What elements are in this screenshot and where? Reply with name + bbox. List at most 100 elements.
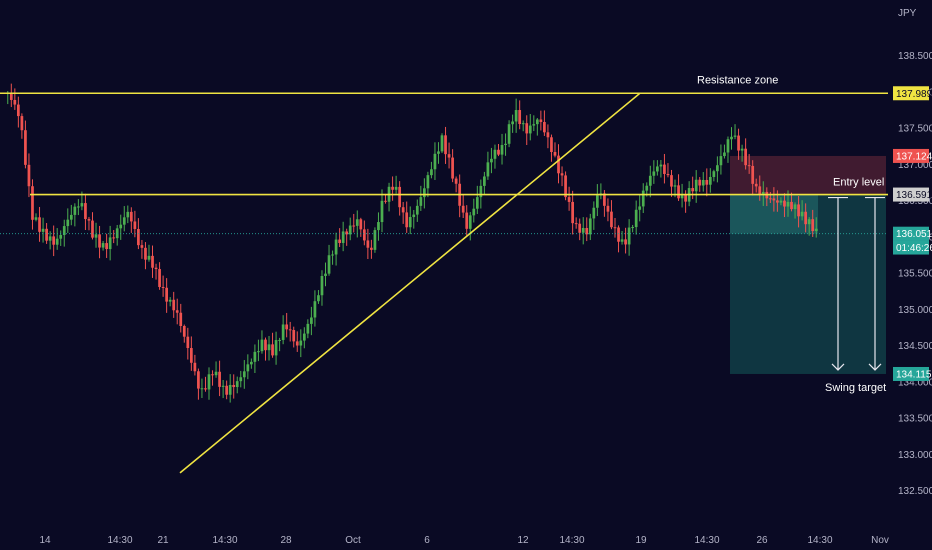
candle: [34, 213, 38, 222]
price-tag-label: 136.591: [896, 190, 932, 201]
candle: [486, 151, 490, 180]
price-tag: 136.051: [893, 226, 932, 241]
candle: [24, 120, 27, 169]
candle: [179, 303, 183, 333]
candle: [659, 160, 663, 178]
candle: [168, 297, 172, 307]
price-tick-label: 137.500: [898, 124, 932, 135]
candle: [754, 178, 758, 193]
candle: [373, 227, 377, 253]
candle: [341, 221, 345, 252]
candle: [737, 128, 740, 160]
swing-target-label: Swing target: [825, 382, 886, 394]
price-tick-label: 135.000: [898, 305, 932, 316]
time-tick-label: 26: [756, 535, 768, 546]
candle: [59, 230, 63, 246]
candle: [221, 380, 225, 399]
candle: [595, 184, 599, 217]
candle: [708, 168, 712, 193]
candle: [55, 228, 59, 250]
candle: [69, 204, 73, 226]
candle: [313, 290, 317, 327]
price-tick-label: 133.000: [898, 450, 932, 461]
target-arrow: [828, 196, 848, 371]
candle: [550, 134, 553, 162]
candle: [514, 98, 518, 133]
candle: [331, 250, 334, 265]
candle: [581, 217, 585, 245]
time-tick-label: 14:30: [559, 535, 584, 546]
symbol-currency-label: JPY: [898, 8, 917, 19]
candle: [627, 219, 631, 256]
candle: [257, 339, 260, 362]
candle: [730, 127, 733, 150]
candle: [631, 224, 635, 233]
candle: [518, 100, 522, 130]
candle: [302, 327, 306, 349]
trend-line[interactable]: [179, 92, 641, 474]
price-tick-label: 132.500: [898, 486, 932, 497]
candle: [744, 138, 747, 170]
resistance-zone-label: Resistance zone: [697, 74, 778, 86]
candle: [617, 225, 620, 253]
candle: [666, 163, 670, 178]
candle: [680, 183, 684, 208]
time-tick-label: 12: [517, 535, 529, 546]
candle: [9, 83, 13, 108]
candle: [271, 332, 274, 358]
candle: [814, 217, 818, 238]
candle: [447, 142, 451, 169]
candle: [588, 213, 592, 241]
candle: [175, 298, 179, 325]
candle: [504, 133, 507, 156]
candle: [154, 263, 158, 280]
candle: [521, 120, 525, 132]
candle: [422, 178, 426, 209]
candle: [225, 380, 229, 400]
target-arrows: [828, 196, 885, 371]
candle: [66, 208, 70, 233]
candle: [151, 245, 154, 278]
candle: [126, 205, 130, 224]
candle: [207, 367, 211, 400]
candle: [663, 153, 666, 184]
candle: [398, 181, 402, 216]
candle: [807, 217, 811, 236]
candle: [532, 115, 536, 132]
candle: [101, 240, 105, 251]
candle: [242, 360, 246, 389]
candle: [391, 176, 394, 201]
price-tick-label: 137.000: [898, 160, 932, 171]
candle: [253, 344, 257, 374]
candle: [592, 201, 596, 230]
candle: [193, 354, 197, 376]
candle: [511, 114, 514, 133]
candle: [641, 183, 645, 213]
candle: [172, 291, 176, 318]
candle: [366, 228, 370, 260]
candle: [87, 216, 91, 231]
candle: [197, 368, 200, 400]
time-tick-label: Nov: [871, 535, 889, 546]
candle: [426, 171, 430, 198]
candle: [701, 172, 705, 192]
time-axis: 14 14:30 21 14:30 28 Oct 6 12 14:30 19 14:30 26 14:3…: [39, 535, 888, 546]
candle: [108, 225, 112, 261]
price-tag-label: 137.124: [896, 151, 932, 162]
candle: [539, 110, 543, 131]
candle: [299, 329, 303, 358]
candle: [20, 113, 24, 139]
time-tick-label: 14:30: [807, 535, 832, 546]
candle: [500, 133, 504, 165]
candle: [119, 214, 123, 240]
candle: [281, 315, 285, 345]
price-tick-label: 138.500: [898, 51, 932, 62]
candle: [677, 174, 680, 201]
candle: [440, 133, 444, 154]
candle: [800, 200, 804, 221]
candle: [112, 230, 116, 244]
candle: [610, 200, 613, 230]
candle: [546, 124, 550, 149]
candle: [656, 160, 659, 176]
